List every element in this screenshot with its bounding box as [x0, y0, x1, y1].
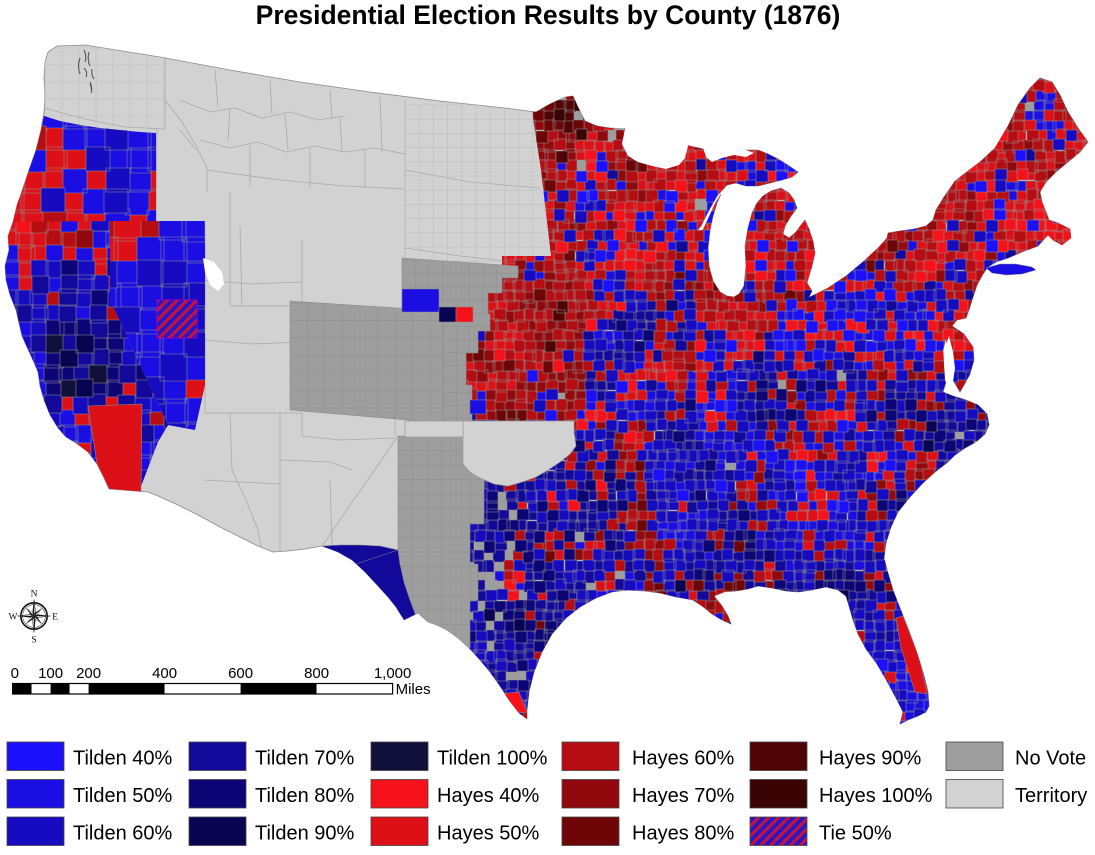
svg-text:Hayes 80%: Hayes 80%: [632, 823, 734, 845]
svg-text:Tie 50%: Tie 50%: [819, 823, 892, 845]
svg-text:Tilden 60%: Tilden 60%: [73, 823, 173, 845]
svg-text:200: 200: [76, 665, 101, 682]
svg-text:0: 0: [11, 665, 19, 682]
svg-text:Territory: Territory: [1015, 785, 1087, 807]
svg-text:E: E: [52, 613, 58, 623]
svg-text:No Vote: No Vote: [1015, 748, 1086, 770]
svg-text:100: 100: [38, 665, 63, 682]
svg-text:Presidential Election Results: Presidential Election Results by County …: [256, 0, 841, 30]
svg-text:N: N: [31, 590, 38, 600]
svg-text:800: 800: [304, 665, 329, 682]
svg-text:Tilden 90%: Tilden 90%: [255, 823, 355, 845]
svg-text:Hayes 70%: Hayes 70%: [632, 785, 734, 807]
svg-text:Tilden 40%: Tilden 40%: [73, 748, 173, 770]
svg-text:W: W: [9, 613, 18, 623]
svg-text:Tilden 80%: Tilden 80%: [255, 785, 355, 807]
svg-text:Tilden 100%: Tilden 100%: [437, 748, 548, 770]
svg-text:Hayes 60%: Hayes 60%: [632, 748, 734, 770]
svg-text:Miles: Miles: [396, 681, 431, 698]
svg-text:Hayes 50%: Hayes 50%: [437, 823, 539, 845]
svg-text:Tilden 50%: Tilden 50%: [73, 785, 173, 807]
svg-text:Tilden 70%: Tilden 70%: [255, 748, 355, 770]
svg-text:Hayes 90%: Hayes 90%: [819, 748, 921, 770]
svg-text:600: 600: [228, 665, 253, 682]
svg-text:Hayes 40%: Hayes 40%: [437, 785, 539, 807]
svg-text:Hayes 100%: Hayes 100%: [819, 785, 933, 807]
svg-text:1,000: 1,000: [374, 665, 412, 682]
svg-text:400: 400: [152, 665, 177, 682]
svg-text:S: S: [31, 636, 36, 646]
